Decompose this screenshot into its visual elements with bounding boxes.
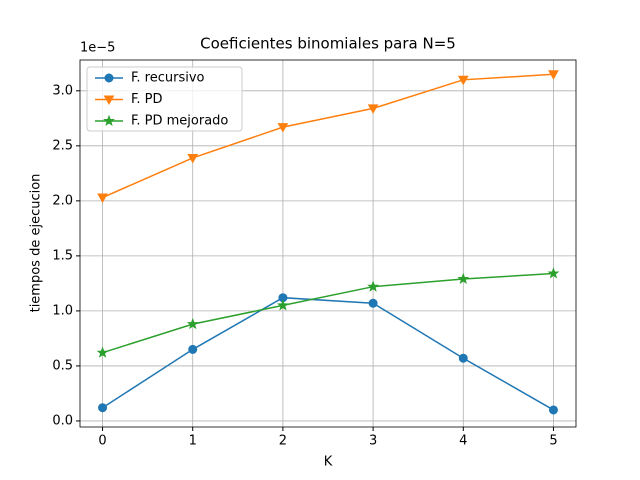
y-axis-label: tiempos de ejecucion xyxy=(29,174,44,313)
y-tick-label: 2.0 xyxy=(52,193,73,208)
legend-label: F. PD mejorado xyxy=(131,114,228,129)
marker xyxy=(277,123,289,133)
y-offset-label: 1e−5 xyxy=(80,41,115,56)
series-line xyxy=(102,296,554,411)
marker xyxy=(458,353,468,363)
marker xyxy=(103,95,115,106)
y-tick-label: 3.0 xyxy=(52,83,73,98)
marker xyxy=(548,70,559,80)
marker xyxy=(367,280,380,292)
marker xyxy=(187,153,199,164)
series-line xyxy=(102,73,554,199)
marker xyxy=(547,267,560,279)
marker xyxy=(188,344,198,354)
marker xyxy=(186,317,199,330)
marker xyxy=(457,272,470,285)
x-axis-label: K xyxy=(324,455,333,470)
marker xyxy=(548,405,558,415)
series-line xyxy=(102,272,554,354)
x-tick-label: 1 xyxy=(189,434,197,449)
x-tick-label: 3 xyxy=(369,434,377,449)
x-tick-label: 2 xyxy=(279,434,287,449)
legend-label: F. recursivo xyxy=(131,71,205,86)
marker xyxy=(367,104,379,114)
marker xyxy=(97,193,108,204)
legend-box xyxy=(86,66,243,132)
marker xyxy=(368,298,378,308)
legend-label: F. PD xyxy=(131,92,163,107)
y-tick-label: 1.0 xyxy=(52,303,73,318)
y-tick-label: 1.5 xyxy=(52,248,73,263)
y-tick-label: 0.5 xyxy=(52,358,73,373)
marker xyxy=(276,299,289,311)
x-tick-label: 0 xyxy=(98,434,106,449)
marker xyxy=(103,114,115,127)
marker xyxy=(96,346,109,358)
y-tick-label: 2.5 xyxy=(52,138,73,153)
marker xyxy=(104,73,114,83)
y-tick-label: 0.0 xyxy=(52,413,73,428)
x-tick-label: 4 xyxy=(459,434,467,449)
legend: F. recursivo F. PD F. PD mejorado xyxy=(86,66,243,132)
marker xyxy=(98,403,108,413)
plot-frame xyxy=(79,59,577,428)
x-tick-label: 5 xyxy=(549,434,557,449)
marker xyxy=(457,75,469,86)
chart-title: Coeficientes binomiales para N=5 xyxy=(200,35,456,53)
